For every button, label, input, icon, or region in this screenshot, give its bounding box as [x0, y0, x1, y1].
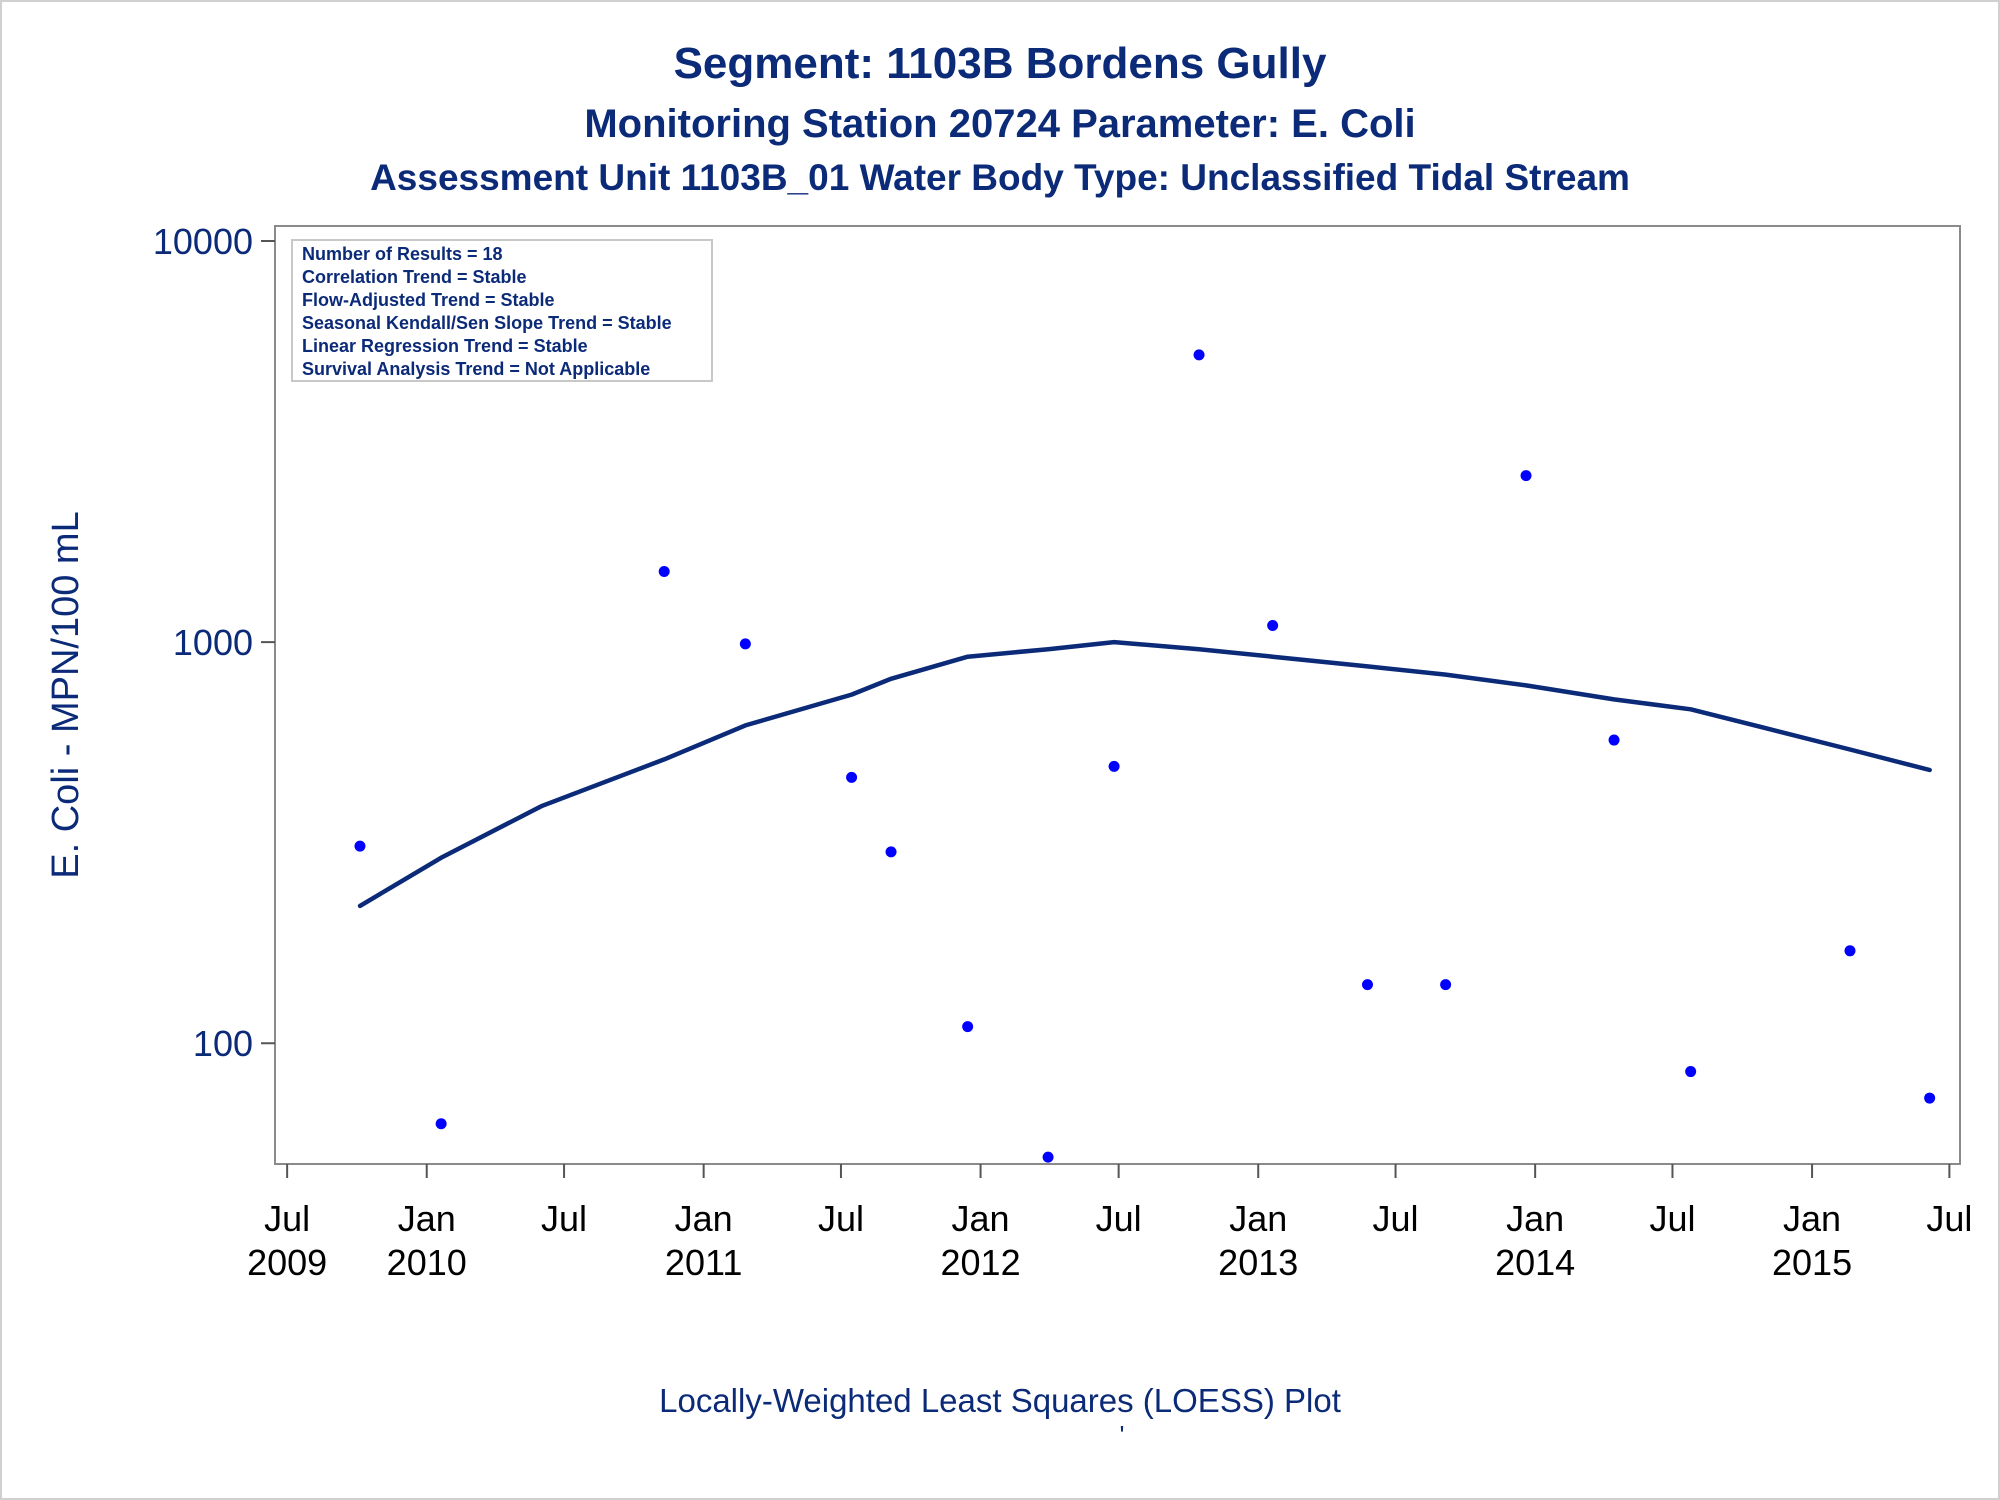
x-tick-year-label: 2011: [665, 1242, 742, 1283]
x-tick-label: Jan: [952, 1198, 1010, 1239]
data-point: [1440, 979, 1452, 991]
x-tick-label: Jul: [1649, 1198, 1695, 1239]
x-tick-year-label: 2013: [1218, 1242, 1298, 1283]
loess-curve-layer: [357, 639, 1932, 909]
stats-box: Number of Results = 18 Correlation Trend …: [291, 239, 713, 382]
data-point: [846, 771, 858, 783]
data-point: [962, 1021, 974, 1033]
x-tick-label: Jul: [1096, 1198, 1142, 1239]
stats-line: Flow-Adjusted Trend = Stable: [302, 290, 555, 310]
data-point: [354, 840, 366, 852]
chart-subtitle-1: Monitoring Station 20724 Parameter: E. C…: [584, 102, 1415, 146]
x-tick-year-label: 2015: [1772, 1242, 1852, 1283]
data-point: [1042, 1151, 1054, 1163]
data-point: [1844, 945, 1856, 957]
loess-curve: [357, 639, 1932, 909]
plot-area: [274, 225, 1961, 1165]
x-tick-label: Jul: [264, 1198, 310, 1239]
x-tick-year-label: 2012: [941, 1242, 1021, 1283]
y-tick-label: 1000: [173, 622, 253, 663]
x-tick-label: Jan: [398, 1198, 456, 1239]
data-point: [1924, 1092, 1936, 1104]
y-axis: 100 1000 10000: [153, 221, 275, 1064]
x-tick-year-label: 2014: [1495, 1242, 1575, 1283]
x-tick-label: Jan: [1229, 1198, 1287, 1239]
data-point: [739, 638, 751, 650]
stats-line: Correlation Trend = Stable: [302, 267, 527, 287]
stats-line: Number of Results = 18: [302, 244, 503, 264]
data-points-layer: [354, 349, 1936, 1163]
y-tick-label: 10000: [153, 221, 253, 262]
footnote-mark: ': [1120, 1420, 1125, 1450]
x-tick-label: Jul: [1373, 1198, 1419, 1239]
stats-line: Seasonal Kendall/Sen Slope Trend = Stabl…: [302, 313, 672, 333]
footnote: Locally-Weighted Least Squares (LOESS) P…: [659, 1382, 1341, 1419]
data-point: [885, 846, 897, 858]
x-tick-label: Jul: [818, 1198, 864, 1239]
chart-subtitle-2: Assessment Unit 1103B_01 Water Body Type…: [370, 157, 1630, 198]
x-tick-label: Jul: [1926, 1198, 1972, 1239]
y-axis-label: E. Coli - MPN/100 mL: [45, 511, 87, 878]
x-tick-year-label: 2010: [387, 1242, 467, 1283]
x-tick-label: Jan: [1783, 1198, 1841, 1239]
data-point: [1520, 470, 1532, 482]
data-point: [1193, 349, 1205, 361]
data-point: [1608, 734, 1620, 746]
y-tick-label: 100: [193, 1023, 253, 1064]
x-tick-year-label: 2009: [247, 1242, 327, 1283]
data-point: [1685, 1066, 1697, 1078]
stats-line: Linear Regression Trend = Stable: [302, 336, 588, 356]
x-tick-label: Jul: [541, 1198, 587, 1239]
stats-box-frame: [291, 239, 713, 382]
chart-title: Segment: 1103B Bordens Gully: [674, 39, 1327, 88]
x-tick-label: Jan: [675, 1198, 733, 1239]
x-tick-label: Jan: [1506, 1198, 1564, 1239]
data-point: [1108, 760, 1120, 772]
data-point: [1267, 620, 1279, 632]
data-point: [435, 1118, 447, 1130]
data-point: [1361, 979, 1373, 991]
data-point: [658, 565, 670, 577]
stats-line: Survival Analysis Trend = Not Applicable: [302, 359, 650, 379]
